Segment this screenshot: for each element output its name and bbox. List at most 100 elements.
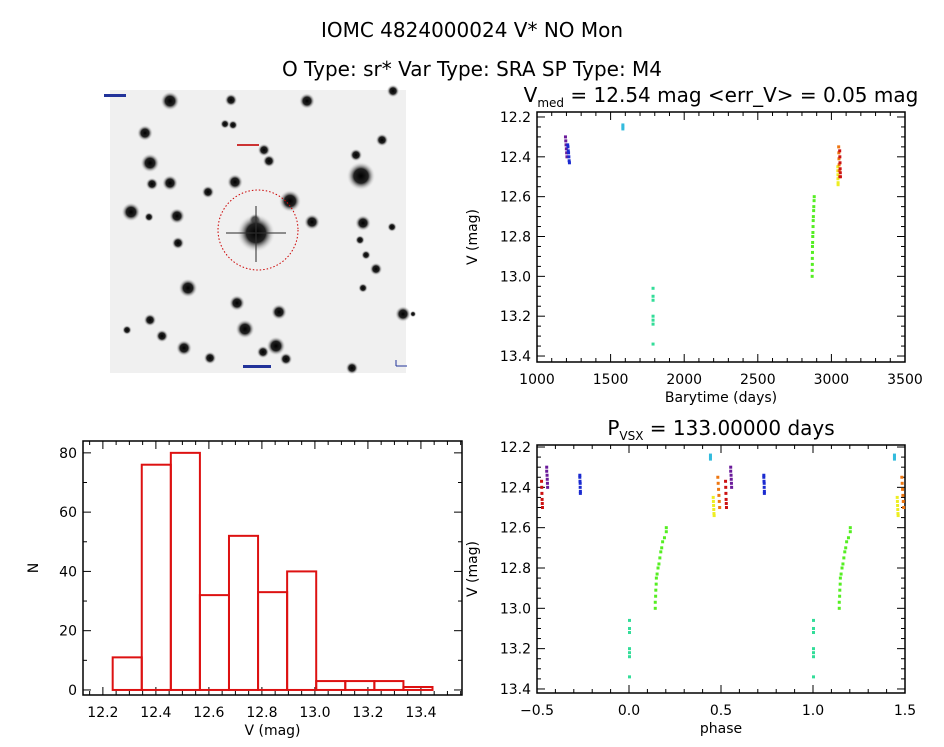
phase-point-orange — [716, 475, 720, 479]
data-point-teal — [651, 298, 655, 302]
star — [256, 345, 270, 359]
star — [279, 352, 293, 366]
sky-finder-image — [104, 84, 417, 375]
data-point-green — [810, 262, 814, 266]
phase-point-blue — [762, 485, 766, 489]
star — [304, 214, 320, 230]
histogram-bar — [227, 534, 260, 691]
phase-point-red — [724, 491, 728, 495]
scale-label — [243, 365, 271, 368]
phase-point-purple — [545, 473, 549, 477]
phase-point-orange — [902, 506, 906, 510]
data-point-red — [838, 175, 842, 179]
data-point-blue — [567, 151, 571, 155]
star — [224, 93, 238, 107]
data-point-yellow — [836, 173, 840, 177]
phase-point-blue — [578, 485, 582, 489]
phase-point-cyan — [892, 455, 896, 459]
x-tick-label: 1000 — [519, 372, 555, 388]
phase-point-orange — [901, 487, 905, 491]
phase-point-cyan — [892, 457, 896, 461]
phase-point-green — [659, 550, 663, 554]
x-axis-label: Barytime (days) — [665, 390, 777, 406]
x-tick-label: 13.2 — [352, 705, 383, 721]
y-tick-label: 13.4 — [500, 682, 531, 698]
phase-point-green — [664, 530, 668, 534]
data-point-yellow — [836, 181, 840, 185]
data-point-green — [812, 195, 816, 199]
y-tick-label: 0 — [68, 683, 77, 699]
phase-point-cyan — [708, 455, 712, 459]
phase-point-orange — [901, 499, 905, 503]
phase-point-purple — [545, 477, 549, 481]
star — [355, 235, 365, 245]
phase-point-blue — [578, 475, 582, 479]
data-point-orange — [837, 163, 841, 167]
star — [228, 120, 238, 130]
y-axis-label: V (mag) — [465, 541, 481, 597]
phase-point-green — [653, 606, 657, 610]
phase-point-red — [540, 485, 544, 489]
histogram-bar — [140, 463, 172, 691]
phase-point-orange — [717, 499, 721, 503]
x-tick-label: 12.4 — [140, 705, 171, 721]
data-point-green — [811, 231, 815, 235]
x-tick-label: 12.2 — [87, 705, 118, 721]
phase-point-yellow — [896, 514, 900, 518]
x-tick-label: 13.4 — [405, 705, 436, 721]
phase-point-teal — [812, 675, 815, 679]
axes-frame — [536, 111, 906, 363]
phase-point-green — [846, 536, 850, 540]
star — [121, 202, 141, 222]
star — [144, 212, 154, 222]
data-point-green — [810, 274, 814, 278]
star — [143, 313, 157, 327]
phase-point-green — [841, 562, 845, 566]
histogram-bar — [402, 685, 434, 691]
data-point-teal — [651, 294, 655, 298]
lightcurve-plot: 1000 1500 2000 2500 3000 3500 12.2 12.4 12.6 12.8… — [465, 83, 923, 406]
phase-point-teal — [628, 618, 631, 622]
star — [162, 175, 178, 191]
phase-point-blue — [762, 475, 766, 479]
data-point-teal — [651, 286, 655, 290]
phase-point-red — [724, 506, 728, 510]
phase-point-teal — [628, 675, 631, 679]
y-tick-label: 13.2 — [500, 309, 531, 325]
title-main: V — [524, 83, 538, 107]
phase-point-purple — [545, 469, 549, 473]
phase-point-yellow — [712, 512, 716, 516]
phase-point-orange — [900, 475, 904, 479]
phase-point-purple — [729, 473, 733, 477]
x-tick-label: 13.0 — [299, 705, 330, 721]
compass-icon — [395, 360, 407, 367]
star — [266, 336, 286, 356]
phase-point-teal — [812, 651, 815, 655]
y-tick-label: 40 — [59, 564, 77, 580]
data-point-orange — [837, 169, 841, 173]
star — [346, 161, 376, 191]
phase-point-blue — [578, 479, 582, 483]
star — [169, 208, 185, 224]
phase-point-teal — [812, 647, 815, 651]
phase-point-green — [844, 546, 848, 550]
phase-point-purple — [730, 485, 734, 489]
x-tick-label: 0.5 — [710, 703, 732, 719]
star — [229, 295, 245, 311]
phase-point-red — [540, 501, 544, 505]
star — [387, 222, 397, 232]
y-tick-label: 12.8 — [500, 230, 531, 246]
figure-subtitle: O Type: sr* Var Type: SRA SP Type: M4 — [282, 57, 662, 81]
phase-point-cyan — [708, 453, 712, 457]
phase-point-cyan — [892, 453, 896, 457]
star — [345, 361, 359, 375]
histogram-bar — [344, 680, 376, 691]
phase-point-blue — [762, 479, 766, 483]
star — [361, 250, 371, 260]
star — [220, 119, 230, 129]
phase-point-teal — [812, 618, 815, 622]
figure-title: IOMC 4824000024 V* NO Mon — [321, 18, 623, 42]
x-tick-label: 1500 — [593, 372, 629, 388]
star — [257, 143, 271, 157]
histogram-bar — [198, 594, 230, 691]
